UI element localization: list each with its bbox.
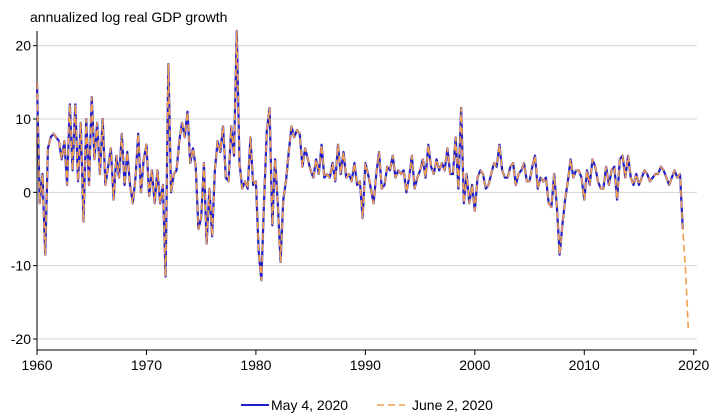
legend: May 4, 2020 June 2, 2020 <box>241 397 493 413</box>
y-tick-label: -10 <box>11 258 31 274</box>
y-tick-labels: -20 -10 0 10 20 <box>11 38 37 347</box>
plot-frame <box>36 31 697 351</box>
x-tick-label: 1970 <box>131 357 162 373</box>
series-line-june-2020 <box>36 30 690 329</box>
y-tick-label: 0 <box>23 184 31 200</box>
x-tick-label: 2020 <box>678 357 709 373</box>
y-axis-title: annualized log real GDP growth <box>30 9 227 25</box>
x-tick-label: 2000 <box>459 357 490 373</box>
y-tick-label: 20 <box>15 38 31 54</box>
gridlines <box>37 45 697 340</box>
x-tick-label: 1960 <box>21 357 52 373</box>
x-tick-label: 1980 <box>240 357 271 373</box>
x-tick-labels: 1960 1970 1980 1990 2000 2010 2020 <box>21 350 709 373</box>
y-tick-label: -20 <box>11 331 31 347</box>
y-tick-label: 10 <box>15 111 31 127</box>
x-tick-label: 2010 <box>569 357 600 373</box>
x-tick-label: 1990 <box>350 357 381 373</box>
series-line-may-2020 <box>35 29 684 282</box>
series-lines <box>35 29 690 329</box>
legend-label-may: May 4, 2020 <box>271 397 348 413</box>
legend-label-june: June 2, 2020 <box>412 397 493 413</box>
